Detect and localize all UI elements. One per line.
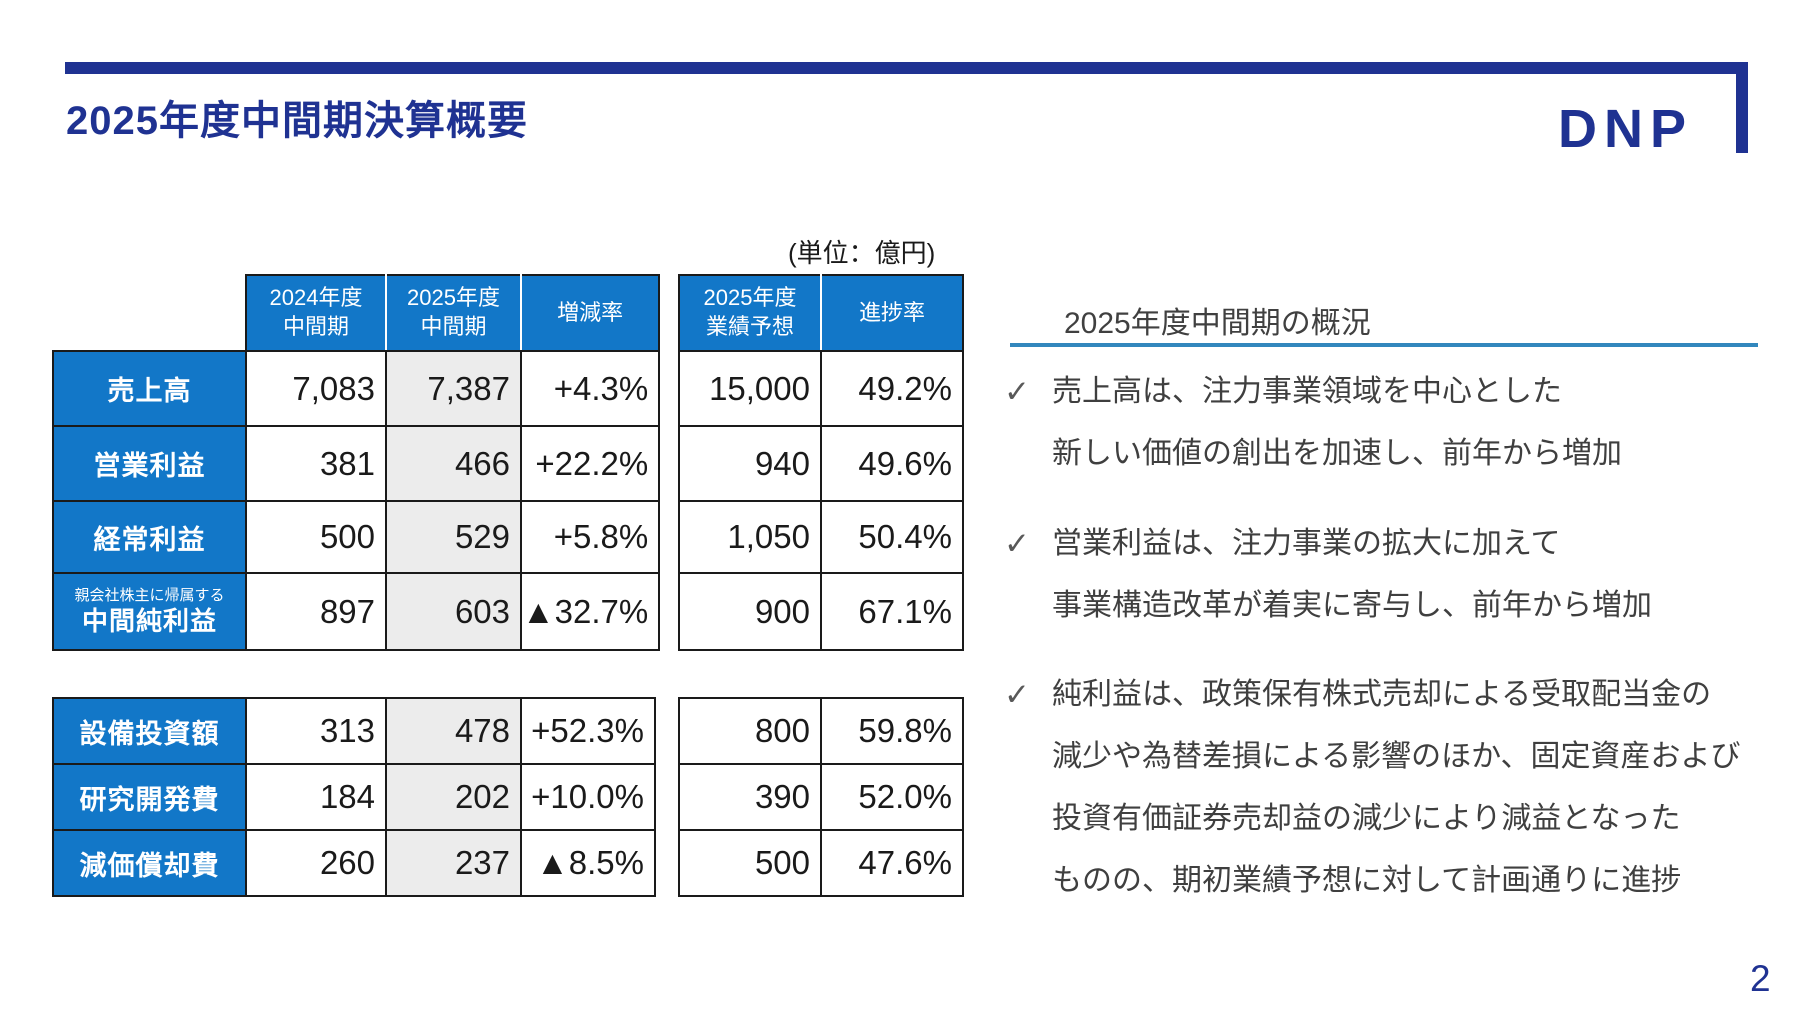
net-income-label-note: 親会社株主に帰属する [74,587,225,605]
rnd-forecast: 390 [678,763,822,831]
col-header-fy2025-forecast: 2025年度 業績予想 [678,274,822,352]
row-label-rnd: 研究開発費 [52,763,247,831]
ordinary-income-fy2024: 500 [245,500,387,574]
overview-heading: 2025年度中間期の概況 [1064,307,1371,340]
net-income-fy2024: 897 [245,572,387,651]
depreciation-row: 減価償却費 260 237 ▲8.5% [52,829,656,897]
ordinary-income-progress: 50.4% [820,500,964,574]
overview-bullet-sales: ✓ 売上高は、注力事業領域を中心とした 新しい価値の創出を加速し、前年から増加 [1004,361,1794,485]
capex-fy2024: 313 [245,697,387,765]
depreciation-change: ▲8.5% [520,829,656,897]
row-label-operating-income: 営業利益 [52,425,247,502]
ordinary-income-forecast: 1,050 [678,500,822,574]
capex-progress: 59.8% [820,697,964,765]
bullet-line: ものの、期初業績予想に対して計画通りに進捗 [1052,864,1682,897]
bullet-line: 新しい価値の創出を加速し、前年から増加 [1052,437,1622,470]
header-rule [65,62,1748,74]
net-income-progress: 67.1% [820,572,964,651]
row-label-depreciation: 減価償却費 [52,829,247,897]
rnd-progress: 52.0% [820,763,964,831]
col-header-change-rate: 増減率 [519,274,661,352]
rnd-row: 研究開発費 184 202 +10.0% [52,763,656,831]
check-icon: ✓ [1004,374,1030,409]
row-label-net-income: 親会社株主に帰属する 中間純利益 [52,572,247,651]
bullet-line: 減少や為替差損による影響のほか、固定資産および [1052,740,1741,773]
rnd-fy2024: 184 [245,763,387,831]
rnd-change: +10.0% [520,763,656,831]
operating-income-forecast: 940 [678,425,822,502]
check-icon: ✓ [1004,677,1030,712]
capex-fy2025: 478 [385,697,522,765]
operating-income-change: +22.2% [519,425,661,502]
overview-bullet-operating-income: ✓ 営業利益は、注力事業の拡大に加えて 事業構造改革が着実に寄与し、前年から増加 [1004,513,1794,637]
col-header-progress-rate: 進捗率 [820,274,964,352]
depreciation-fy2025: 237 [385,829,522,897]
rnd-forecast-row: 390 52.0% [678,763,964,831]
net-income-label-main: 中間純利益 [81,606,217,637]
ordinary-income-change: +5.8% [519,500,661,574]
forecast-row-operating-income: 940 49.6% [678,425,964,502]
overview-heading-underline [1010,343,1758,347]
capex-forecast-table: 800 59.8% 390 52.0% 500 47.6% [678,697,964,897]
forecast-row-sales: 15,000 49.2% [678,350,964,427]
corner-cell [53,275,246,351]
sales-fy2024: 7,083 [245,350,387,427]
results-table: 2024年度 中間期 2025年度 中間期 増減率 売上高 7,083 7,38… [52,274,661,651]
operating-income-fy2024: 381 [245,425,387,502]
capex-row: 設備投資額 313 478 +52.3% [52,697,656,765]
bullet-line: 営業利益は、注力事業の拡大に加えて [1052,527,1561,560]
dnp-logo: DNP [1558,99,1694,159]
sales-progress: 49.2% [820,350,964,427]
forecast-table: 2025年度 業績予想 進捗率 15,000 49.2% 940 49.6% 1… [678,274,964,651]
net-income-forecast: 900 [678,572,822,651]
row-label-capex: 設備投資額 [52,697,247,765]
header-rule-vertical [1736,62,1748,153]
forecast-header-row: 2025年度 業績予想 進捗率 [678,274,964,352]
bullet-line: 投資有価証券売却益の減少により減益となった [1052,802,1681,835]
ordinary-income-fy2025: 529 [385,500,522,574]
rnd-fy2025: 202 [385,763,522,831]
net-income-change: ▲32.7% [519,572,661,651]
bullet-line: 純利益は、政策保有株式売却による受取配当金の [1052,678,1712,711]
depreciation-forecast: 500 [678,829,822,897]
results-header-row: 2024年度 中間期 2025年度 中間期 増減率 [53,274,661,352]
results-row-net-income: 親会社株主に帰属する 中間純利益 897 603 ▲32.7% [52,572,661,651]
page-number: 2 [1750,958,1771,999]
results-row-ordinary-income: 経常利益 500 529 +5.8% [52,500,661,574]
capex-forecast-row: 800 59.8% [678,697,964,765]
capex-forecast: 800 [678,697,822,765]
bullet-line: 売上高は、注力事業領域を中心とした [1052,375,1562,408]
forecast-row-ordinary-income: 1,050 50.4% [678,500,964,574]
bullet-line: 事業構造改革が着実に寄与し、前年から増加 [1052,589,1652,622]
col-header-fy2024-interim: 2024年度 中間期 [245,274,387,352]
results-row-operating-income: 営業利益 381 466 +22.2% [52,425,661,502]
sales-forecast: 15,000 [678,350,822,427]
row-label-ordinary-income: 経常利益 [52,500,247,574]
depreciation-fy2024: 260 [245,829,387,897]
unit-label: (単位：億円) [788,238,936,268]
operating-income-progress: 49.6% [820,425,964,502]
col-header-fy2025-interim: 2025年度 中間期 [385,274,522,352]
sales-fy2025: 7,387 [385,350,522,427]
check-icon: ✓ [1004,526,1030,561]
forecast-row-net-income: 900 67.1% [678,572,964,651]
row-label-sales: 売上高 [52,350,247,427]
results-row-sales: 売上高 7,083 7,387 +4.3% [52,350,661,427]
net-income-fy2025: 603 [385,572,522,651]
sales-change: +4.3% [519,350,661,427]
depreciation-progress: 47.6% [820,829,964,897]
operating-income-fy2025: 466 [385,425,522,502]
overview-bullet-net-income: ✓ 純利益は、政策保有株式売却による受取配当金の 減少や為替差損による影響のほか… [1004,664,1794,912]
capex-change: +52.3% [520,697,656,765]
depreciation-forecast-row: 500 47.6% [678,829,964,897]
capex-table: 設備投資額 313 478 +52.3% 研究開発費 184 202 +10.0… [52,697,656,897]
page-title: 2025年度中間期決算概要 [66,99,528,143]
